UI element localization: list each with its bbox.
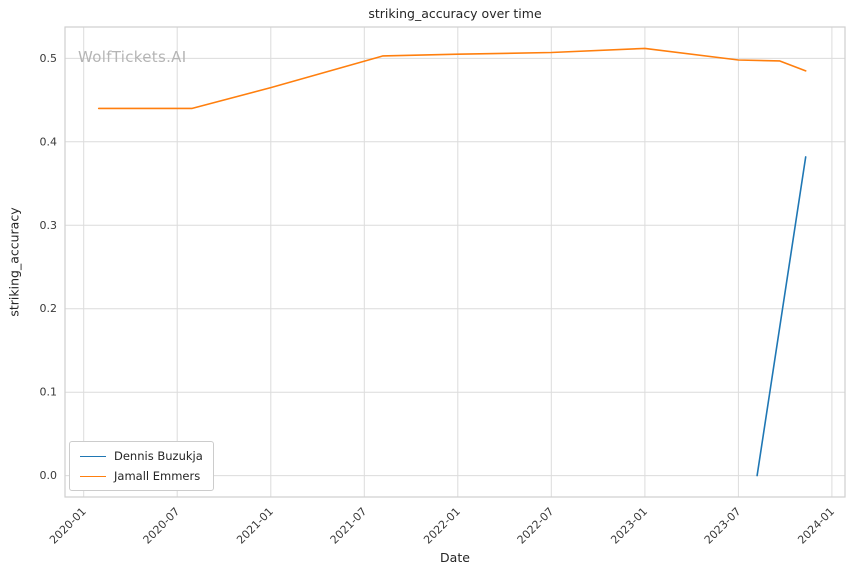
plot-border bbox=[64, 26, 846, 498]
x-tick-label: 2022-01 bbox=[421, 505, 463, 547]
x-tick-label: 2020-01 bbox=[47, 505, 89, 547]
y-tick-label: 0.2 bbox=[40, 302, 58, 315]
x-tick-label: 2023-01 bbox=[608, 505, 650, 547]
x-tick-label: 2021-01 bbox=[234, 505, 276, 547]
y-tick-label: 0.0 bbox=[40, 469, 58, 482]
x-tick-label: 2022-07 bbox=[515, 505, 557, 547]
x-tick-label: 2024-01 bbox=[795, 505, 837, 547]
x-tick-label: 2020-07 bbox=[141, 505, 183, 547]
legend-line-sample-blue bbox=[80, 455, 106, 457]
series-line-jamall-emmers bbox=[97, 47, 807, 110]
series-line-dennis-buzukja bbox=[756, 156, 807, 477]
legend-label: Dennis Buzukja bbox=[114, 449, 203, 463]
y-tick-label: 0.1 bbox=[40, 386, 58, 399]
legend-item-jamall-emmers: Jamall Emmers bbox=[80, 469, 203, 483]
chart-title: striking_accuracy over time bbox=[368, 6, 542, 21]
legend-label: Jamall Emmers bbox=[114, 469, 201, 483]
x-axis-label: Date bbox=[440, 550, 470, 565]
y-tick-label: 0.3 bbox=[40, 219, 58, 232]
x-tick-label: 2023-07 bbox=[702, 505, 744, 547]
legend-line-sample-orange bbox=[80, 475, 106, 477]
legend-item-dennis-buzukja: Dennis Buzukja bbox=[80, 449, 203, 463]
y-tick-label: 0.4 bbox=[40, 135, 58, 148]
x-tick-label: 2021-07 bbox=[328, 505, 370, 547]
y-tick-label: 0.5 bbox=[40, 52, 58, 65]
watermark: WolfTickets.AI bbox=[78, 48, 187, 66]
y-axis-label: striking_accuracy bbox=[6, 207, 22, 317]
legend: Dennis Buzukja Jamall Emmers bbox=[69, 441, 214, 491]
